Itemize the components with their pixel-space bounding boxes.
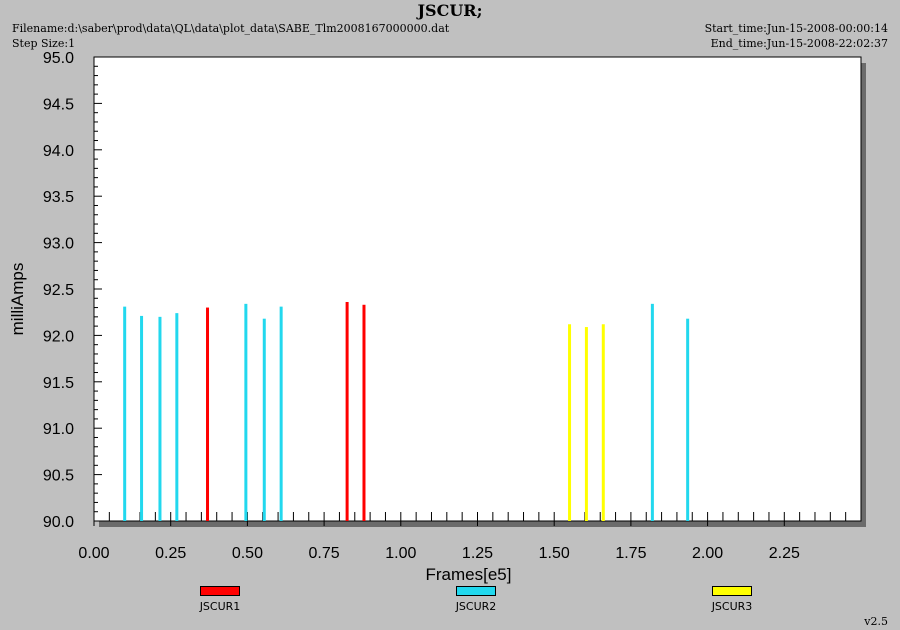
x-tick-label: 1.75: [615, 545, 646, 562]
bar-jscur2: [279, 306, 283, 521]
bar-jscur2: [175, 313, 179, 521]
bar-jscur1: [362, 304, 366, 521]
bar-jscur3: [568, 324, 572, 521]
legend-label: JSCUR3: [711, 600, 753, 613]
y-tick-label: 95.0: [43, 50, 74, 67]
version-label: v2.5: [864, 615, 888, 628]
plot-area: [93, 56, 862, 522]
bar-jscur2: [686, 318, 690, 521]
x-tick-label: 2.00: [692, 545, 723, 562]
legend-swatch: [712, 586, 752, 596]
bar-jscur1: [345, 301, 349, 521]
y-tick-label: 92.5: [43, 282, 74, 299]
x-tick-label: 0.75: [309, 545, 340, 562]
x-tick-label: 1.00: [385, 545, 416, 562]
end-time-label: End_time:Jun-15-2008-22:02:37: [710, 37, 888, 50]
step-size-label: Step Size:1: [12, 37, 76, 50]
x-tick-label: 1.25: [462, 545, 493, 562]
bar-jscur2: [262, 318, 266, 521]
y-tick-label: 91.0: [43, 421, 74, 438]
bar-jscur2: [158, 316, 162, 521]
legend-item-jscur2: JSCUR2: [436, 586, 516, 613]
y-tick-label: 93.0: [43, 236, 74, 253]
legend-swatch: [456, 586, 496, 596]
bar-jscur2: [244, 303, 248, 521]
legend-item-jscur1: JSCUR1: [180, 586, 260, 613]
y-tick-label: 94.0: [43, 143, 74, 160]
bar-jscur3: [601, 324, 605, 521]
bar-jscur2: [123, 306, 127, 521]
y-tick-label: 92.0: [43, 328, 74, 345]
y-axis-title: milliAmps: [8, 263, 27, 336]
filename-label: Filename:d:\saber\prod\data\QL\data\plot…: [12, 22, 450, 35]
y-tick-label: 91.5: [43, 375, 74, 392]
legend-label: JSCUR1: [199, 600, 241, 613]
x-tick-label: 1.50: [539, 545, 570, 562]
x-tick-label: 0.00: [78, 545, 109, 562]
start-time-label: Start_time:Jun-15-2008-00:00:14: [704, 22, 888, 35]
x-axis-title: Frames[e5]: [426, 565, 512, 584]
bar-jscur2: [140, 315, 144, 521]
legend-item-jscur3: JSCUR3: [692, 586, 772, 613]
y-tick-label: 90.0: [43, 514, 74, 531]
bar-jscur3: [584, 327, 588, 521]
x-tick-label: 2.25: [769, 545, 800, 562]
x-tick-label: 0.50: [232, 545, 263, 562]
x-tick-label: 0.25: [155, 545, 186, 562]
y-tick-label: 90.5: [43, 468, 74, 485]
legend-label: JSCUR2: [455, 600, 497, 613]
y-tick-label: 94.5: [43, 96, 74, 113]
bar-jscur1: [206, 307, 210, 521]
bar-jscur2: [650, 303, 654, 521]
chart-title: JSCUR;: [417, 1, 483, 20]
y-tick-label: 93.5: [43, 189, 74, 206]
legend-swatch: [200, 586, 240, 596]
